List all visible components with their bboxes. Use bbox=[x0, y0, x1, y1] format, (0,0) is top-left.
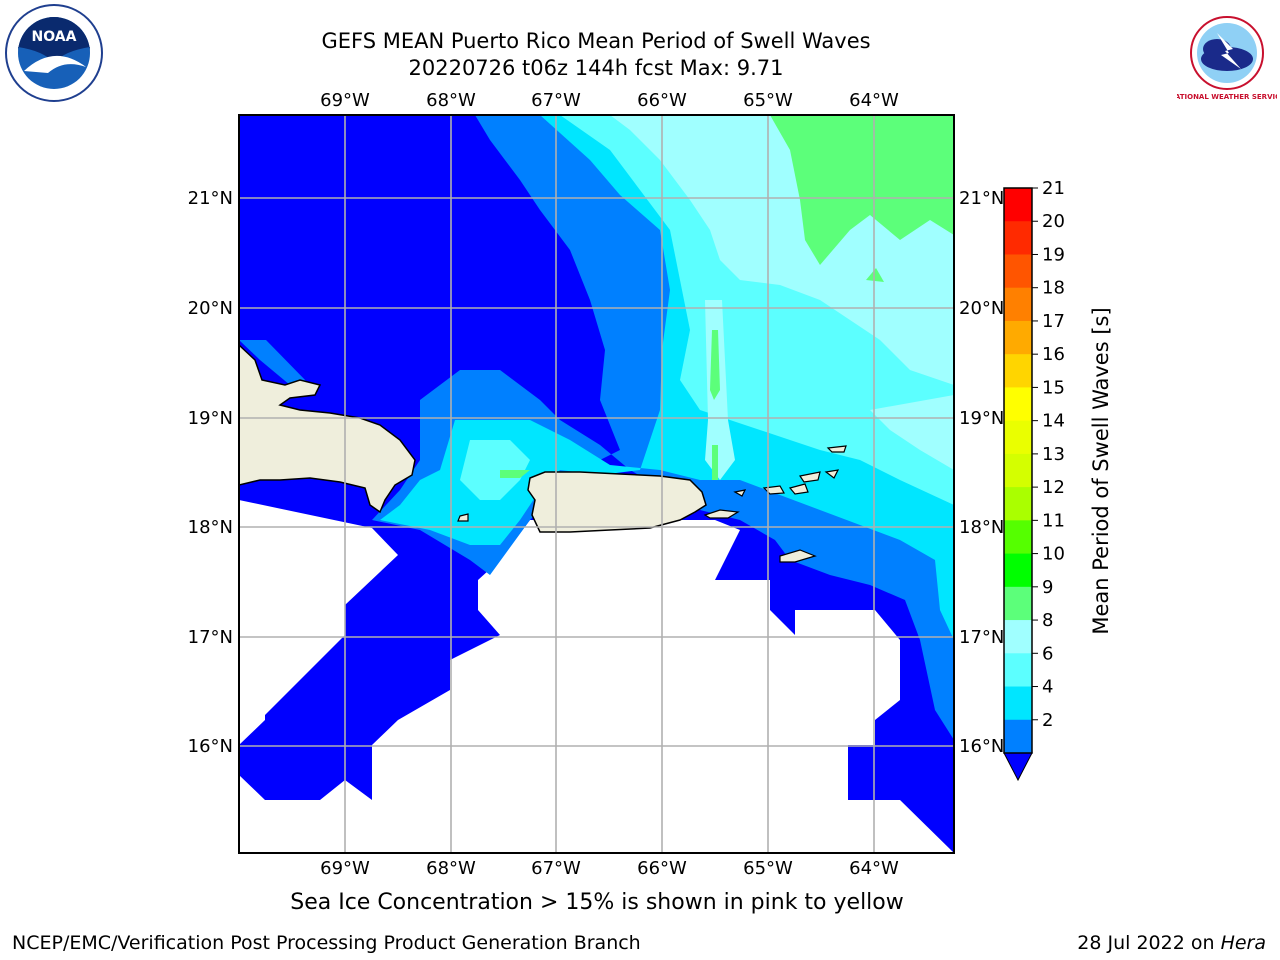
land-islands-east bbox=[457, 445, 847, 563]
colorbar: 21 20 19 18 17 16 15 14 13 12 11 10 9 8 6 4 2 Mean Perio… bbox=[1003, 178, 1113, 782]
land-hispaniola bbox=[239, 343, 416, 514]
lon-label-bottom: 68°W bbox=[426, 858, 476, 879]
colorbar-band bbox=[1004, 653, 1032, 688]
colorbar-band bbox=[1004, 453, 1032, 488]
lon-label-bottom: 66°W bbox=[637, 858, 687, 879]
contour-fill-4-6-b bbox=[239, 340, 310, 385]
lon-label-top: 69°W bbox=[320, 90, 370, 111]
colorbar-tick-label: 16 bbox=[1042, 344, 1065, 365]
colorbar-frame bbox=[1003, 187, 1033, 754]
colorbar-tick-label: 19 bbox=[1042, 244, 1065, 265]
nws-logo-icon: NATIONAL WEATHER SERVICE bbox=[1177, 5, 1277, 101]
graticule bbox=[239, 115, 954, 853]
colorbar-tick-label: 17 bbox=[1042, 311, 1065, 332]
noaa-logo-text: NOAA bbox=[32, 29, 77, 45]
colorbar-tick-label: 18 bbox=[1042, 278, 1065, 299]
colorbar-band bbox=[1004, 287, 1032, 322]
footer-host: Hera bbox=[1220, 932, 1266, 954]
colorbar-tick-label: 15 bbox=[1042, 377, 1065, 398]
contour-fill-10-11 bbox=[770, 115, 954, 265]
colorbar-band bbox=[1004, 719, 1032, 754]
colorbar-tick-label: 2 bbox=[1042, 710, 1053, 731]
lat-label-right: 16°N bbox=[959, 736, 1004, 757]
contour-fill-10-11-c bbox=[712, 445, 718, 480]
colorbar-label: Mean Period of Swell Waves [s] bbox=[1089, 307, 1113, 634]
colorbar-tick-label: 9 bbox=[1042, 577, 1053, 598]
footer-left: NCEP/EMC/Verification Post Processing Pr… bbox=[12, 932, 641, 954]
lat-label-right: 17°N bbox=[959, 627, 1004, 648]
colorbar-tick-label: 10 bbox=[1042, 544, 1065, 565]
colorbar-band bbox=[1004, 420, 1032, 455]
colorbar-tick-label: 14 bbox=[1042, 411, 1065, 432]
lat-label-right: 20°N bbox=[959, 298, 1004, 319]
lon-label-top: 66°W bbox=[637, 90, 687, 111]
colorbar-tick-label: 8 bbox=[1042, 610, 1053, 631]
colorbar-band bbox=[1004, 387, 1032, 422]
lon-label-top: 67°W bbox=[531, 90, 581, 111]
lat-label-left: 19°N bbox=[188, 408, 233, 429]
lat-label-left: 16°N bbox=[188, 736, 233, 757]
lon-label-top: 65°W bbox=[743, 90, 793, 111]
colorbar-bands bbox=[1004, 188, 1032, 754]
contour-fill-8-9-b bbox=[460, 440, 530, 500]
map-title-line2: 20220726 t06z 144h fcst Max: 9.71 bbox=[408, 56, 784, 80]
footer-date: 28 Jul 2022 on bbox=[1077, 932, 1221, 954]
colorbar-extend-triangle bbox=[1003, 752, 1033, 782]
colorbar-tick-label: 21 bbox=[1042, 178, 1065, 199]
colorbar-band bbox=[1004, 354, 1032, 388]
lat-label-left: 18°N bbox=[188, 517, 233, 538]
colorbar-band bbox=[1004, 586, 1032, 621]
nws-logo-text: NATIONAL WEATHER SERVICE bbox=[1177, 93, 1277, 101]
colorbar-band bbox=[1004, 221, 1032, 255]
colorbar-tick-label: 11 bbox=[1042, 510, 1065, 531]
sea-ice-note: Sea Ice Concentration > 15% is shown in … bbox=[290, 890, 904, 915]
colorbar-band bbox=[1004, 487, 1032, 521]
colorbar-tick-label: 6 bbox=[1042, 643, 1053, 664]
colorbar-tick-label: 4 bbox=[1042, 677, 1053, 698]
lat-label-left: 17°N bbox=[188, 627, 233, 648]
contour-fill-10-11-e bbox=[866, 268, 884, 282]
footer-right: 28 Jul 2022 on Hera bbox=[1077, 932, 1266, 954]
colorbar-tick-label: 13 bbox=[1042, 444, 1065, 465]
contour-fill-10-11-b bbox=[710, 330, 720, 400]
contour-fill-10-11-d bbox=[500, 470, 530, 478]
colorbar-tick-label: 12 bbox=[1042, 477, 1065, 498]
colorbar-band bbox=[1004, 320, 1032, 355]
colorbar-tick-label: 20 bbox=[1042, 211, 1065, 232]
lon-label-bottom: 67°W bbox=[531, 858, 581, 879]
colorbar-band bbox=[1004, 188, 1032, 222]
colorbar-band bbox=[1004, 254, 1032, 289]
lat-label-left: 20°N bbox=[188, 298, 233, 319]
lat-label-left: 21°N bbox=[188, 188, 233, 209]
lon-label-top: 68°W bbox=[426, 90, 476, 111]
colorbar-band bbox=[1004, 686, 1032, 721]
map-frame bbox=[238, 114, 955, 854]
lat-label-right: 21°N bbox=[959, 188, 1004, 209]
lon-label-bottom: 64°W bbox=[849, 858, 899, 879]
lon-label-top: 64°W bbox=[849, 90, 899, 111]
lon-label-bottom: 69°W bbox=[320, 858, 370, 879]
contour-fill-6-8-b bbox=[930, 500, 954, 590]
colorbar-ticks: 21 20 19 18 17 16 15 14 13 12 11 10 9 8 6 4 2 bbox=[1032, 178, 1065, 731]
colorbar-band bbox=[1004, 620, 1032, 654]
noaa-logo-icon: NOAA bbox=[5, 4, 103, 102]
map-title-line1: GEFS MEAN Puerto Rico Mean Period of Swe… bbox=[321, 29, 871, 53]
contour-fill-9-10-c bbox=[870, 395, 954, 470]
lon-label-bottom: 65°W bbox=[743, 858, 793, 879]
lat-label-right: 19°N bbox=[959, 408, 1004, 429]
colorbar-band bbox=[1004, 553, 1032, 588]
colorbar-band bbox=[1004, 520, 1032, 555]
lat-label-right: 18°N bbox=[959, 517, 1004, 538]
